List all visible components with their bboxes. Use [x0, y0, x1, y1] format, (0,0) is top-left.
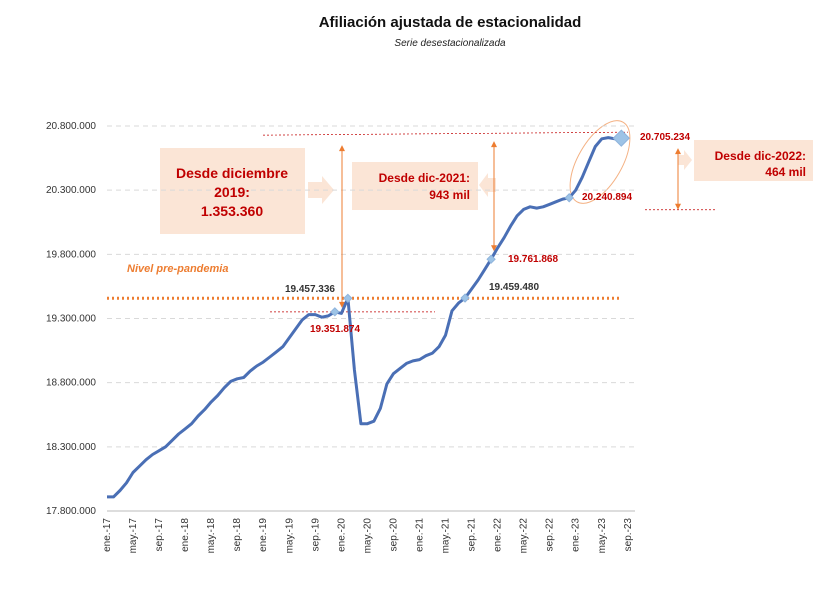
y-tick-label: 20.800.000 [46, 121, 96, 132]
level-line [262, 131, 629, 136]
arrow-shape [479, 173, 496, 197]
annotation-box [160, 148, 305, 234]
x-tick-label: sep.-23 [623, 518, 634, 552]
value-label: 20.240.894 [582, 192, 632, 203]
arrow-head [675, 148, 681, 155]
y-tick-label: 19.800.000 [46, 249, 96, 260]
annotation-text: 464 mil [765, 165, 806, 179]
x-tick-label: may.-22 [519, 518, 530, 554]
x-tick-label: may.-21 [441, 518, 452, 554]
y-tick-label: 19.300.000 [46, 314, 96, 325]
arrow-head [491, 141, 497, 148]
x-tick-label: sep.-19 [310, 518, 321, 552]
arrow-head [339, 145, 345, 152]
value-label: 19.351.874 [310, 324, 360, 335]
arrow-head [491, 245, 497, 252]
reference-label: Nivel pre-pandemia [127, 263, 228, 275]
highlight-ellipse [569, 120, 631, 204]
annotation-box [694, 140, 813, 181]
y-tick-label: 18.800.000 [46, 378, 96, 389]
point-marker [330, 307, 340, 317]
x-tick-label: ene.-20 [336, 518, 347, 552]
x-tick-label: sep.-20 [388, 518, 399, 552]
annotation-text: Desde dic-2022: [715, 149, 806, 163]
x-tick-label: ene.-19 [258, 518, 269, 552]
value-label: 19.459.480 [489, 282, 539, 293]
annotation-text: 2019: [214, 184, 250, 200]
annotation-box [352, 162, 478, 210]
chart-title: Afiliación ajustada de estacionalidad [319, 14, 582, 31]
arrow-head [339, 301, 345, 308]
annotation-text: 1.353.360 [201, 203, 263, 219]
y-tick-label: 20.300.000 [46, 185, 96, 196]
x-tick-label: may.-18 [206, 518, 217, 554]
point-marker [343, 293, 353, 304]
x-tick-label: sep.-22 [545, 518, 556, 552]
annotation-text: Desde dic-2021: [379, 171, 470, 185]
x-tick-label: ene.-23 [571, 518, 582, 552]
chart-subtitle: Serie desestacionalizada [394, 38, 506, 49]
arrow-shape [308, 176, 334, 204]
point-marker [612, 129, 630, 147]
x-tick-label: may.-20 [362, 518, 373, 554]
value-label: 19.457.336 [285, 284, 335, 295]
series-line [107, 136, 622, 499]
arrow-shape [678, 150, 692, 170]
y-tick-label: 18.300.000 [46, 442, 96, 453]
point-marker [564, 193, 574, 203]
x-tick-label: sep.-18 [232, 518, 243, 552]
x-tick-label: ene.-18 [180, 518, 191, 552]
x-tick-label: may.-19 [284, 518, 295, 554]
x-tick-label: may.-23 [597, 518, 608, 554]
x-tick-label: ene.-21 [414, 518, 425, 552]
x-tick-label: sep.-17 [154, 518, 165, 552]
value-label: 20.705.234 [640, 132, 690, 143]
y-tick-label: 17.800.000 [46, 506, 96, 517]
x-tick-label: may.-17 [128, 518, 139, 554]
point-marker [486, 254, 496, 264]
point-marker [460, 293, 470, 303]
x-tick-label: sep.-21 [467, 518, 478, 552]
annotation-text: 943 mil [429, 188, 470, 202]
x-tick-label: ene.-22 [493, 518, 504, 552]
value-label: 19.761.868 [508, 254, 558, 265]
arrow-head [675, 203, 681, 210]
annotation-text: Desde diciembre [176, 165, 288, 181]
x-tick-label: ene.-17 [102, 518, 113, 552]
